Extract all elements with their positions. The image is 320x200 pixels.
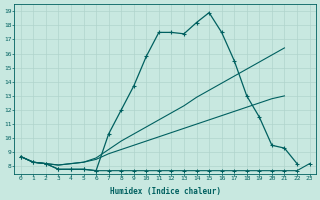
X-axis label: Humidex (Indice chaleur): Humidex (Indice chaleur) xyxy=(110,187,220,196)
